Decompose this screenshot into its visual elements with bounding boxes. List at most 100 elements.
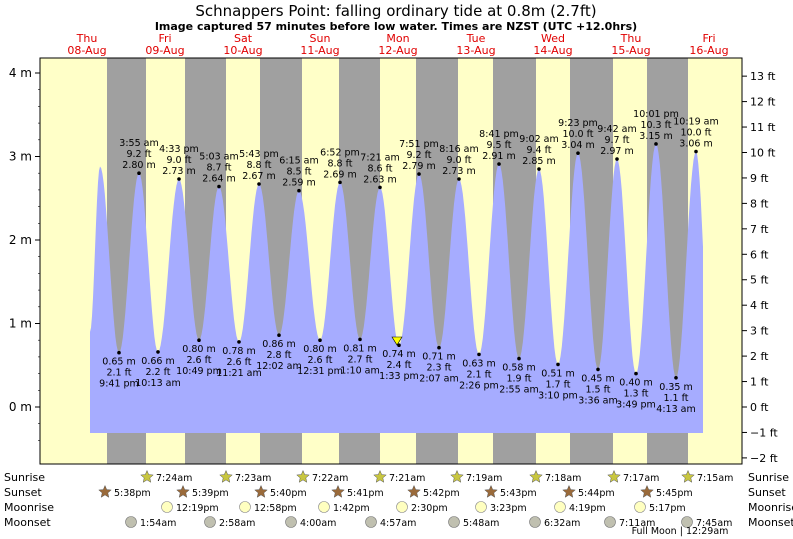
row-event-time: 7:17am [623,473,659,484]
right-tick-label: 2 ft [750,350,769,363]
low-time: 2:26 pm [459,380,499,391]
low-time: 1:33 pm [379,371,419,382]
high-metres: 2.80 m [122,160,155,171]
right-tick-label: 0 ft [750,401,769,414]
row-label-left: Sunrise [4,471,45,484]
extreme-point [297,188,301,193]
low-time: 10:49 pm [176,366,222,377]
extreme-point [556,362,560,367]
row-event-time: 12:19pm [176,503,219,514]
low-time: 2:07 am [419,374,458,385]
left-tick-label: 4 m [9,66,32,80]
extreme-point [417,172,421,176]
low-feet: 2.2 ft [145,367,170,378]
high-metres: 2.73 m [442,166,475,177]
moonset-icon [448,516,460,528]
low-time: 3:49 pm [616,400,656,411]
low-metres: 0.66 m [141,356,174,367]
extreme-point [378,185,382,190]
left-tick-label: 1 m [9,317,32,331]
moon-phase-label: Full Moon | 12:29am [632,526,729,537]
extreme-point [137,171,141,175]
low-metres: 0.45 m [581,373,614,384]
high-metres: 2.69 m [323,169,356,180]
sunset-icon [176,484,190,498]
row-event-time: 7:18am [545,473,581,484]
tide-area [90,144,703,433]
moonset-icon [529,516,541,528]
chart-title: Schnappers Point: falling ordinary tide … [195,2,596,20]
row-label-right: Sunrise [748,471,789,484]
day-name: Thu [620,32,642,45]
row-label-left: Moonset [4,516,51,529]
day-date: 09-Aug [145,44,184,57]
low-feet: 2.6 ft [226,357,251,368]
row-event-time: 5:39pm [192,488,229,499]
high-time: 10:19 am [673,116,718,127]
high-metres: 2.91 m [482,151,515,162]
high-feet: 9.4 ft [526,145,551,156]
high-metres: 3.15 m [639,131,672,142]
extreme-point [437,345,441,350]
moonrise-icon [475,501,487,513]
low-feet: 2.7 ft [347,354,372,365]
high-time: 6:52 pm [320,147,360,158]
high-time: 3:55 am [119,138,158,149]
day-name: Sun [310,32,331,45]
right-tick-label: −2 ft [750,452,778,465]
extreme-point [634,371,638,376]
day-name: Fri [158,32,171,45]
day-date: 08-Aug [67,44,106,57]
row-event-time: 5:44pm [578,488,615,499]
row-event-time: 5:48am [463,518,499,529]
high-time: 7:21 am [360,152,399,163]
high-metres: 2.97 m [600,146,633,157]
right-tick-label: 6 ft [750,248,769,261]
low-time: 9:41 pm [99,379,139,390]
row-label-right: Sunset [748,486,786,499]
day-name: Sat [234,32,253,45]
low-metres: 0.86 m [262,339,295,350]
extreme-point [596,367,600,372]
low-metres: 0.35 m [659,382,692,393]
high-time: 4:33 pm [159,144,199,155]
moonrise-icon [161,501,173,513]
row-event-time: 7:22am [312,473,348,484]
row-event-time: 5:41pm [347,488,384,499]
day-labels: Thu08-AugFri09-AugSat10-AugSun11-AugMon1… [67,32,728,57]
high-feet: 8.6 ft [367,163,392,174]
low-metres: 0.65 m [102,357,135,368]
day-name: Wed [541,32,565,45]
low-time: 2:55 am [499,385,538,396]
moonset-icon [125,516,137,528]
high-metres: 2.79 m [402,161,435,172]
low-feet: 2.4 ft [386,360,411,371]
moonset-icon [681,516,693,528]
low-time: 12:02 am [256,361,301,372]
sunset-icon [407,484,421,498]
high-feet: 10.0 ft [680,127,711,138]
right-tick-label: 11 ft [750,121,776,134]
day-name: Thu [76,32,98,45]
low-metres: 0.51 m [541,368,574,379]
row-event-time: 4:57am [380,518,416,529]
low-metres: 0.80 m [303,344,336,355]
low-feet: 2.8 ft [266,350,291,361]
extreme-point [197,338,201,343]
sunrise-icon [373,469,387,483]
row-event-time: 2:30pm [411,503,448,514]
low-time: 3:10 pm [538,390,578,401]
row-event-time: 5:38pm [114,488,151,499]
row-event-time: 5:45pm [656,488,693,499]
row-label-right: Moonrise [748,501,793,514]
high-time: 9:42 am [597,124,636,135]
extreme-point [517,356,521,361]
low-time: 4:13 am [656,404,695,415]
low-metres: 0.80 m [182,344,215,355]
sunrise-icon [681,469,695,483]
row-label-right: Moonset [748,516,793,529]
low-feet: 2.1 ft [466,369,491,380]
high-feet: 10.0 ft [562,129,593,140]
low-feet: 2.6 ft [307,355,332,366]
low-feet: 1.7 ft [545,379,570,390]
